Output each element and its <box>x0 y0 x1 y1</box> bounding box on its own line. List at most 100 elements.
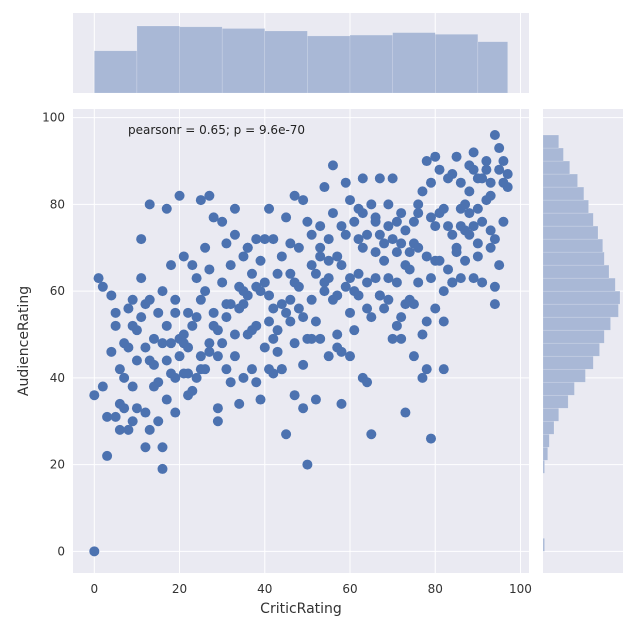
scatter-point <box>302 459 313 470</box>
scatter-point <box>468 147 479 158</box>
scatter-point <box>157 286 168 297</box>
scatter-point <box>204 190 215 201</box>
scatter-point <box>127 320 138 331</box>
scatter-point <box>234 398 245 409</box>
y-hist-bar <box>542 212 594 227</box>
scatter-panel <box>73 109 529 573</box>
scatter-point <box>400 407 411 418</box>
scatter-point <box>332 251 343 262</box>
scatter-point <box>246 268 257 279</box>
scatter-point <box>276 251 287 262</box>
x-hist-bar <box>434 34 479 94</box>
x-hist-bar <box>392 32 436 94</box>
scatter-point <box>421 156 432 167</box>
scatter-point <box>391 320 402 331</box>
scatter-point <box>281 307 292 318</box>
scatter-point <box>336 221 347 232</box>
scatter-point <box>225 260 236 271</box>
y-hist-bar <box>542 147 564 162</box>
scatter-point <box>472 238 483 249</box>
scatter-point <box>438 286 449 297</box>
scatter-point <box>212 351 223 362</box>
scatter-point <box>187 385 198 396</box>
scatter-point <box>140 407 151 418</box>
y-hist-bar <box>542 446 548 461</box>
y-tick-label: 40 <box>50 371 65 385</box>
scatter-point <box>421 316 432 327</box>
scatter-point <box>310 394 321 405</box>
y-hist-bar <box>542 460 545 474</box>
scatter-point <box>370 212 381 223</box>
x-tick-label: 40 <box>257 582 272 596</box>
scatter-point <box>187 260 198 271</box>
scatter-point <box>477 216 488 227</box>
x-axis-label: CriticRating <box>260 601 342 617</box>
scatter-point <box>430 303 441 314</box>
scatter-point <box>362 303 373 314</box>
scatter-point <box>464 229 475 240</box>
scatter-point <box>425 433 436 444</box>
scatter-point <box>404 264 415 275</box>
x-hist-bar <box>179 26 223 94</box>
scatter-point <box>357 242 368 253</box>
scatter-point <box>370 273 381 284</box>
scatter-point <box>285 268 296 279</box>
scatter-point <box>323 351 334 362</box>
scatter-point <box>255 286 266 297</box>
y-hist-bar <box>542 303 619 318</box>
scatter-point <box>327 208 338 219</box>
scatter-point <box>383 221 394 232</box>
scatter-point <box>212 325 223 336</box>
scatter-point <box>229 351 240 362</box>
scatter-point <box>140 442 151 453</box>
scatter-point <box>489 234 500 245</box>
scatter-point <box>293 281 304 292</box>
scatter-point <box>195 351 206 362</box>
scatter-point <box>379 303 390 314</box>
scatter-point <box>238 299 249 310</box>
scatter-point <box>336 260 347 271</box>
scatter-point <box>251 377 262 388</box>
x-marginal-histogram <box>93 13 521 94</box>
scatter-point <box>178 338 189 349</box>
scatter-point <box>204 338 215 349</box>
scatter-point <box>408 351 419 362</box>
scatter-point <box>447 277 458 288</box>
y-tick-labels: 0 20 40 60 80 100 <box>42 111 65 559</box>
grid <box>73 109 529 573</box>
scatter-point <box>485 190 496 201</box>
scatter-point <box>272 325 283 336</box>
scatter-point <box>264 316 275 327</box>
x-tick-label: 100 <box>509 582 532 596</box>
scatter-point <box>298 359 309 370</box>
scatter-point <box>438 316 449 327</box>
scatter-point <box>366 429 377 440</box>
scatter-point <box>114 424 125 435</box>
scatter-point <box>327 160 338 171</box>
scatter-point <box>468 164 479 175</box>
scatter-point <box>413 199 424 210</box>
scatter-point <box>119 403 130 414</box>
y-hist-bar <box>542 316 611 331</box>
scatter-point <box>242 242 253 253</box>
scatter-point <box>434 164 445 175</box>
scatter-point <box>114 364 125 375</box>
scatter-point <box>306 333 317 344</box>
scatter-point <box>268 234 279 245</box>
scatter-point <box>119 372 130 383</box>
scatter-point <box>349 325 360 336</box>
y-tick-label: 0 <box>57 544 65 558</box>
scatter-point <box>170 307 181 318</box>
scatter-point <box>293 242 304 253</box>
scatter-point <box>89 390 100 401</box>
scatter-point <box>208 212 219 223</box>
scatter-point <box>310 268 321 279</box>
scatter-point <box>302 216 313 227</box>
scatter-point <box>272 268 283 279</box>
scatter-point <box>460 255 471 266</box>
scatter-point <box>178 329 189 340</box>
scatter-point <box>494 260 505 271</box>
x-hist-bar <box>307 35 351 94</box>
scatter-point <box>391 216 402 227</box>
scatter-point <box>353 234 364 245</box>
